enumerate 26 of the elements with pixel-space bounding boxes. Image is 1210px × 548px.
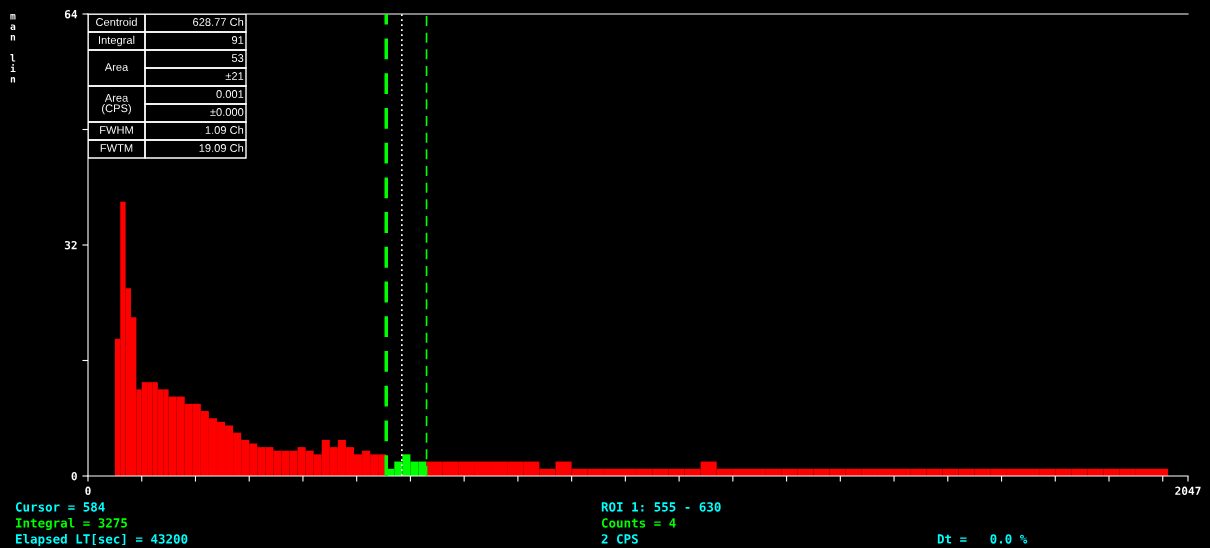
annotation: 1.09 Ch xyxy=(205,125,244,134)
text: 2 CPS xyxy=(601,534,638,544)
text: Cursor = 584 xyxy=(15,502,105,512)
annotation: ±0.000 xyxy=(210,108,244,116)
annotation: Area xyxy=(104,63,129,71)
text: man lin xyxy=(10,13,16,83)
text: Counts = 4 xyxy=(601,518,676,528)
annotation: Area (CPS) xyxy=(102,94,131,115)
y-tick-label: 0 xyxy=(71,471,77,481)
x-tick-label: 2047 xyxy=(1175,486,1201,496)
annotation: 19.09 Ch xyxy=(199,143,244,152)
annotation: ±21 xyxy=(225,72,244,80)
text: Elapsed LT[sec] = 43200 xyxy=(16,533,188,547)
annotation: Centroid xyxy=(96,17,137,26)
annotation: 53 xyxy=(231,54,244,62)
annotation: FWHM xyxy=(100,126,133,134)
annotation: 91 xyxy=(231,36,244,44)
annotation: Integral xyxy=(99,35,135,47)
annotation: 628.77 Ch xyxy=(193,17,244,26)
text: ROI 1: 555 - 630 xyxy=(601,502,721,512)
y-tick-label: 32 xyxy=(64,240,77,250)
annotation: 0.001 xyxy=(216,90,244,98)
y-tick-label: 64 xyxy=(64,9,78,19)
text: Integral = 3275 xyxy=(16,517,128,531)
annotation: FWTM xyxy=(100,144,133,152)
text: Dt = 0.0 % xyxy=(937,534,1028,544)
